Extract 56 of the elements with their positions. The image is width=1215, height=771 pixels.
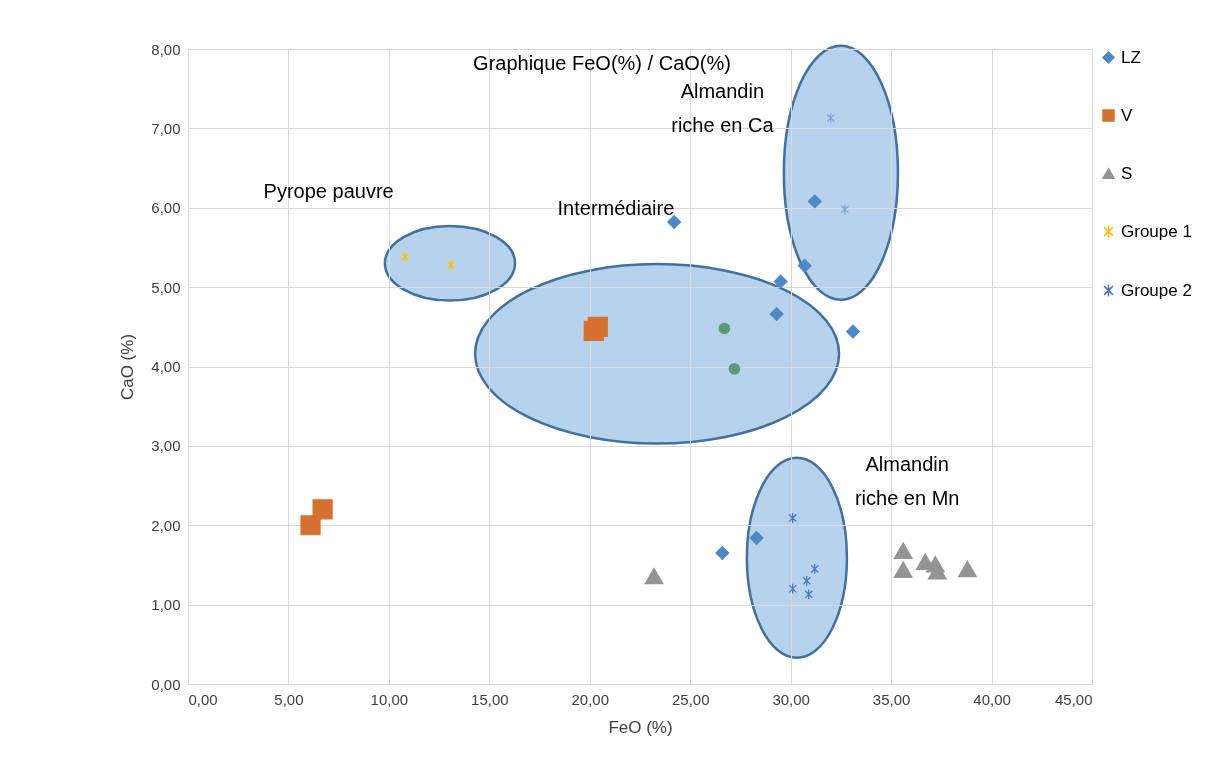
y-tick-label: 7,00 bbox=[151, 119, 181, 137]
chart-title: Graphique FeO(%) / CaO(%) bbox=[473, 52, 731, 74]
point bbox=[644, 567, 664, 585]
point bbox=[840, 203, 850, 215]
point bbox=[826, 112, 836, 124]
point bbox=[810, 563, 819, 575]
point bbox=[312, 499, 333, 520]
y-axis-title: CaO (%) bbox=[118, 333, 138, 401]
annotation: Almandin riche en Ca bbox=[671, 79, 775, 136]
point bbox=[807, 194, 822, 209]
x-tick-label: 25,00 bbox=[671, 690, 710, 708]
x-tick-label: 30,00 bbox=[772, 690, 810, 708]
x-tick-label: 10,00 bbox=[370, 690, 409, 708]
annotation: Almandin riche en Mn bbox=[854, 452, 960, 509]
y-tick-label: 3,00 bbox=[151, 437, 181, 455]
point bbox=[773, 274, 788, 289]
point bbox=[804, 588, 813, 600]
x-tick-label: 40,00 bbox=[973, 690, 1011, 708]
y-tick-label: 2,00 bbox=[151, 516, 181, 534]
x-tick-label: 45,00 bbox=[1054, 690, 1093, 708]
point bbox=[749, 530, 764, 545]
annotation: Pyrope pauvre bbox=[263, 179, 394, 202]
point bbox=[769, 307, 784, 322]
legend-label: LZ bbox=[1121, 47, 1141, 67]
point bbox=[300, 515, 321, 536]
point bbox=[788, 512, 797, 524]
point bbox=[400, 251, 410, 263]
point bbox=[788, 583, 797, 595]
x-tick-label: 20,00 bbox=[571, 690, 610, 708]
point bbox=[728, 363, 741, 375]
legend-label: Groupe 1 bbox=[1121, 221, 1192, 241]
x-axis-title: FeO (%) bbox=[608, 717, 673, 737]
y-tick-label: 5,00 bbox=[151, 278, 181, 296]
point bbox=[447, 259, 456, 271]
legend-label: V bbox=[1121, 105, 1133, 125]
point bbox=[715, 546, 730, 560]
x-tick-label: 5,00 bbox=[274, 690, 304, 708]
point bbox=[893, 542, 913, 559]
annotation: Intermédiaire bbox=[557, 197, 675, 220]
point bbox=[718, 322, 731, 335]
y-tick-label: 8,00 bbox=[151, 40, 181, 58]
x-tick-label: 0,00 bbox=[188, 690, 218, 708]
y-tick-label: 1,00 bbox=[151, 596, 181, 614]
y-tick-label: 0,00 bbox=[151, 675, 181, 693]
x-tick-label: 35,00 bbox=[872, 690, 911, 708]
y-tick-label: 6,00 bbox=[151, 199, 181, 217]
y-tick-label: 4,00 bbox=[151, 358, 181, 375]
x-tick-label: 15,00 bbox=[471, 690, 509, 708]
point bbox=[958, 560, 977, 578]
point bbox=[893, 561, 913, 578]
point bbox=[797, 258, 812, 273]
point bbox=[802, 575, 811, 587]
legend-label: S bbox=[1121, 163, 1133, 183]
point bbox=[667, 215, 682, 229]
legend-label: Groupe 2 bbox=[1121, 280, 1192, 300]
point bbox=[845, 324, 860, 339]
